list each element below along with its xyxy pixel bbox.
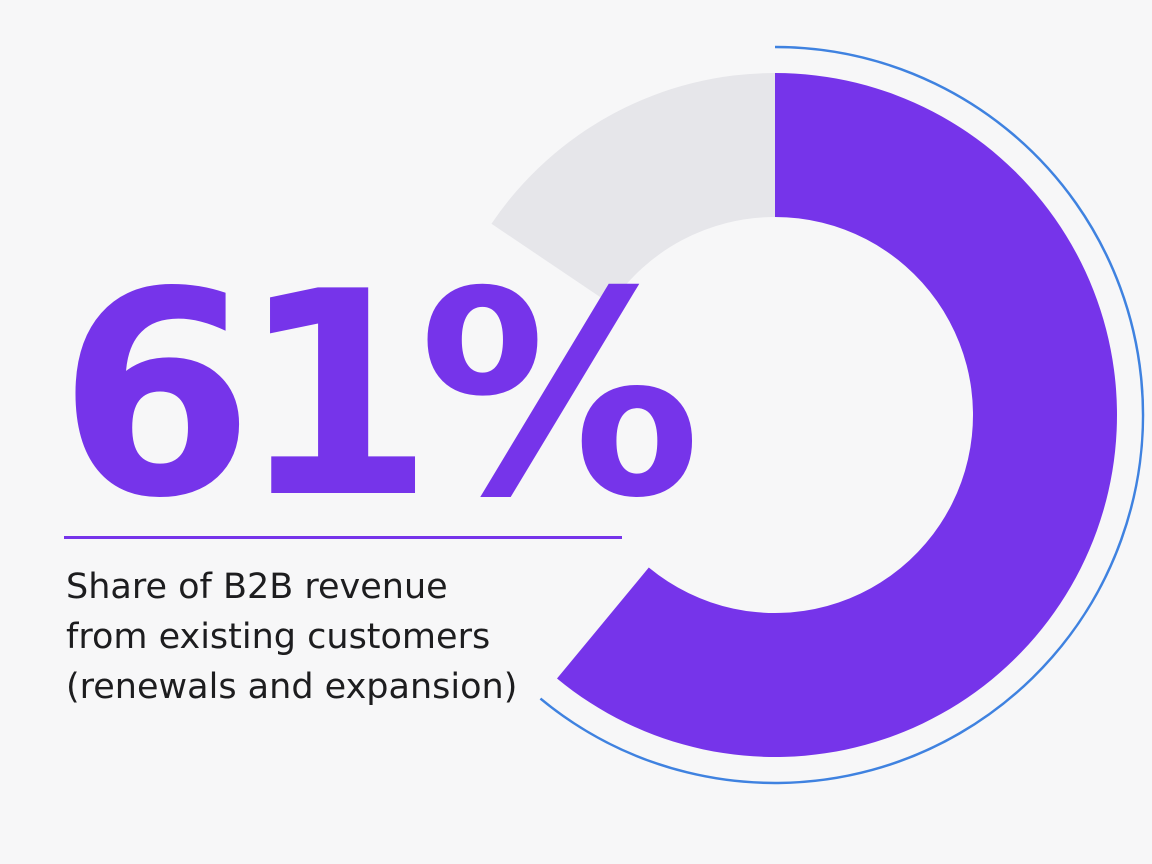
donut-slice-existing-customers <box>557 73 1117 757</box>
donut-slice-remainder <box>491 73 775 305</box>
caption-line-1: Share of B2B revenue <box>66 567 448 607</box>
stat-caption: Share of B2B revenue from existing custo… <box>66 562 626 712</box>
caption-line-3: (renewals and expansion) <box>66 667 518 707</box>
divider-line <box>64 536 622 539</box>
caption-line-2: from existing customers <box>66 617 491 657</box>
headline-percentage: 61% <box>58 231 701 560</box>
donut-outline-arc <box>539 45 1145 785</box>
